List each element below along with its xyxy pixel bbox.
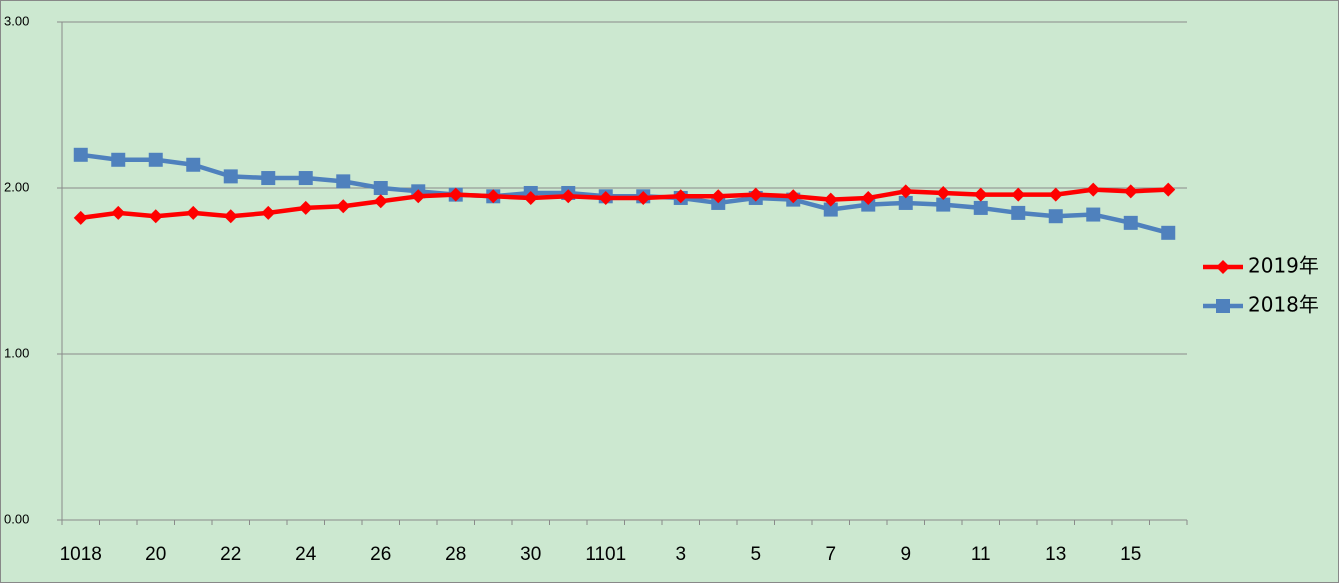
data-point (1161, 225, 1176, 240)
data-point (148, 209, 163, 224)
data-point (111, 152, 126, 167)
data-point (448, 187, 463, 202)
data-point (1086, 182, 1101, 197)
data-point (186, 205, 201, 220)
data-point (561, 189, 576, 204)
y-tick-label: 1.00 (4, 345, 29, 360)
data-point (973, 187, 988, 202)
data-point (861, 190, 876, 205)
data-point (73, 210, 88, 225)
x-tick-label: 15 (1120, 544, 1141, 565)
data-point (898, 184, 913, 199)
data-point (298, 200, 313, 215)
data-point (411, 189, 426, 204)
data-point (898, 195, 913, 210)
data-point (1048, 209, 1063, 224)
data-point (1048, 187, 1063, 202)
data-point (261, 205, 276, 220)
y-tick-label: 2.00 (4, 179, 29, 194)
legend-marker (1216, 260, 1230, 274)
data-point (261, 171, 276, 186)
data-point (186, 157, 201, 172)
data-point (636, 190, 651, 205)
x-tick-label: 30 (520, 544, 541, 565)
data-point (373, 181, 388, 195)
data-point (1123, 215, 1138, 230)
y-tick-label: 0.00 (4, 511, 29, 526)
x-tick-label: 26 (370, 544, 391, 565)
data-point (373, 194, 388, 209)
data-point (336, 174, 351, 189)
data-point (936, 197, 951, 212)
x-tick-label: 28 (445, 544, 466, 565)
x-tick-label: 22 (220, 544, 241, 565)
x-tick-label: 24 (295, 544, 317, 565)
x-tick-label: 13 (1045, 544, 1066, 565)
data-point (523, 190, 538, 205)
data-point (823, 202, 838, 217)
legend-label: 2019年 (1248, 254, 1319, 278)
data-point (748, 187, 763, 202)
data-point (111, 205, 126, 220)
data-point (1123, 184, 1138, 199)
data-point (823, 192, 838, 207)
data-point (223, 169, 238, 184)
x-tick-label: 20 (145, 544, 166, 565)
data-point (298, 171, 313, 186)
data-point (598, 190, 613, 205)
x-tick-label: 5 (750, 544, 761, 565)
data-point (148, 152, 163, 167)
data-point (711, 189, 726, 204)
data-point (973, 200, 988, 215)
data-point (486, 189, 501, 204)
data-point (73, 147, 88, 162)
x-tick-label: 1101 (585, 544, 626, 565)
x-tick-label: 1018 (60, 544, 102, 565)
x-tick-label: 7 (825, 544, 836, 565)
data-point (1086, 207, 1101, 222)
data-point (1011, 205, 1026, 220)
legend-label: 2018年 (1248, 293, 1319, 317)
data-point (223, 209, 238, 224)
x-tick-label: 11 (971, 544, 991, 565)
x-tick-label: 9 (900, 544, 911, 565)
data-point (1011, 187, 1026, 202)
data-point (673, 189, 688, 204)
x-tick-label: 3 (675, 544, 686, 565)
data-point (1161, 182, 1176, 197)
legend-marker (1216, 299, 1230, 313)
y-tick-label: 3.00 (4, 13, 29, 28)
data-point (336, 199, 351, 214)
data-point (936, 185, 951, 200)
data-point (786, 189, 801, 204)
